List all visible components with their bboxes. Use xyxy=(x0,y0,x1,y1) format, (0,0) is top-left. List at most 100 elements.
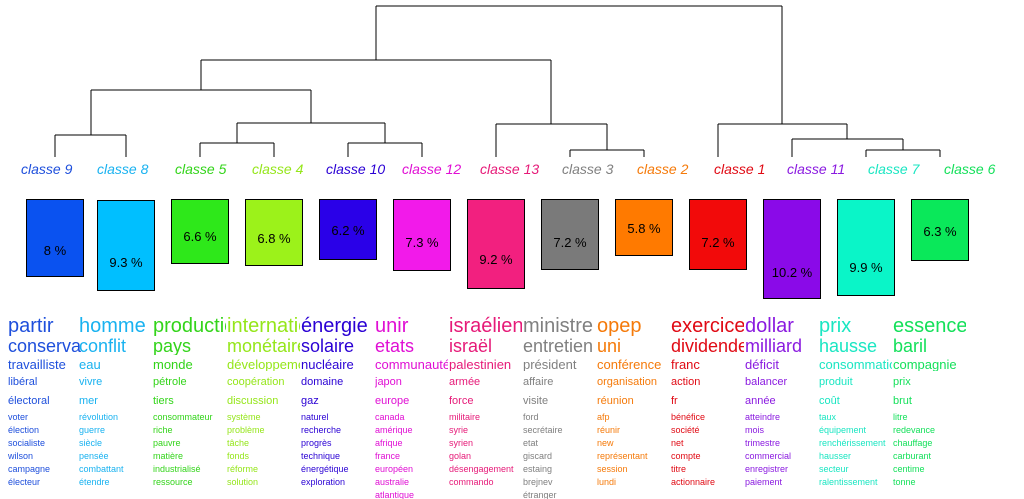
class-word: représentant xyxy=(597,452,648,461)
class-word: palestinien xyxy=(449,358,512,371)
class-word: israélien xyxy=(449,316,522,336)
class-label: classe 8 xyxy=(97,161,149,177)
class-word: etat xyxy=(523,439,539,448)
class-word-list: unir etats communauté japon europe canada amér… xyxy=(375,316,448,499)
class-word: technique xyxy=(301,452,341,461)
class-word: amérique xyxy=(375,426,413,435)
class-word-list: opep uni conférence organisation réunion afp r… xyxy=(597,316,670,499)
class-word: conflit xyxy=(79,337,127,355)
class-percent-label: 9.2 % xyxy=(479,252,513,267)
class-word: fonds xyxy=(227,452,250,461)
class-word: wilson xyxy=(8,452,34,461)
class-word: uni xyxy=(597,337,622,355)
class-word: européen xyxy=(375,465,414,474)
class-word: guerre xyxy=(79,426,106,435)
class-word: pays xyxy=(153,337,192,355)
class-percent-label: 9.3 % xyxy=(109,255,143,270)
class-label: classe 13 xyxy=(480,161,540,177)
class-word: campagne xyxy=(8,465,51,474)
class-word: équipement xyxy=(819,426,867,435)
class-word: etats xyxy=(375,337,415,355)
class-word: élection xyxy=(8,426,40,435)
class-label: classe 5 xyxy=(175,161,227,177)
class-word: partir xyxy=(8,316,54,336)
class-word: compte xyxy=(671,452,701,461)
class-word: discussion xyxy=(227,396,279,407)
class-word-list: partirconservateur travailliste libéral éle… xyxy=(8,316,81,499)
class-word: nucléaire xyxy=(301,358,354,371)
class-word: réforme xyxy=(227,465,259,474)
class-word: travailliste xyxy=(8,358,66,371)
class-word: balancer xyxy=(745,377,788,388)
class-word: actionnaire xyxy=(671,478,716,487)
class-word: année xyxy=(745,396,776,407)
class-word: entretien xyxy=(523,337,594,355)
class-word: voter xyxy=(8,413,29,422)
class-word: communauté xyxy=(375,358,448,371)
class-word: ressource xyxy=(153,478,193,487)
class-size-box xyxy=(97,200,155,291)
class-word: pétrole xyxy=(153,377,187,388)
class-word: opep xyxy=(597,316,642,336)
class-word: conférence xyxy=(597,358,662,371)
class-word: désengagement xyxy=(449,465,514,474)
class-word: exercice xyxy=(671,316,744,336)
class-size-box xyxy=(171,199,229,264)
dendrogram xyxy=(54,5,941,157)
class-word: france xyxy=(375,452,401,461)
class-word: énergie xyxy=(301,316,368,336)
class-word-list: exercice dividende franc action fr bénéfice so… xyxy=(671,316,744,499)
class-word: dollar xyxy=(745,316,794,336)
class-label: classe 10 xyxy=(326,161,386,177)
class-word-list: essence baril compagnie prix brut litre redeva… xyxy=(893,316,966,499)
class-word: syrie xyxy=(449,426,469,435)
class-word: problème xyxy=(227,426,265,435)
class-word: trimestre xyxy=(745,439,781,448)
class-word: secrétaire xyxy=(523,426,563,435)
class-word: système xyxy=(227,413,261,422)
class-word: commando xyxy=(449,478,494,487)
class-word: combattant xyxy=(79,465,124,474)
class-word: produit xyxy=(819,377,853,388)
class-word: pauvre xyxy=(153,439,181,448)
class-word: baril xyxy=(893,337,928,355)
class-percent-label: 7.2 % xyxy=(701,235,735,250)
class-word: force xyxy=(449,396,474,407)
class-word: commercial xyxy=(745,452,792,461)
class-label: classe 7 xyxy=(868,161,920,177)
class-word: visite xyxy=(523,396,549,407)
class-word: mer xyxy=(79,396,98,407)
class-word: atteindre xyxy=(745,413,781,422)
class-word: europe xyxy=(375,396,410,407)
class-word: énergétique xyxy=(301,465,349,474)
class-word: production xyxy=(153,316,226,336)
class-word: tiers xyxy=(153,396,174,407)
class-word: développement xyxy=(227,358,300,371)
class-label: classe 2 xyxy=(637,161,689,177)
class-word: réunion xyxy=(597,396,634,407)
class-word: ralentissement xyxy=(819,478,878,487)
class-word: consommation xyxy=(819,358,892,371)
class-word: eau xyxy=(79,358,101,371)
class-word: solution xyxy=(227,478,259,487)
class-word: compagnie xyxy=(893,358,957,371)
class-word: domaine xyxy=(301,377,344,388)
class-word: progrès xyxy=(301,439,332,448)
class-word: redevance xyxy=(893,426,936,435)
class-label: classe 1 xyxy=(714,161,766,177)
class-word: gaz xyxy=(301,396,319,407)
class-word: enregistrer xyxy=(745,465,789,474)
class-percent-label: 5.8 % xyxy=(627,221,661,236)
class-size-box xyxy=(319,199,377,260)
class-label: classe 6 xyxy=(944,161,996,177)
class-word: président xyxy=(523,358,577,371)
class-word: conservateur xyxy=(8,337,81,355)
class-word: recherche xyxy=(301,426,342,435)
class-word-list: énergie solaire nucléaire domaine gaz naturel… xyxy=(301,316,374,499)
class-word-list: productionpays monde pétrole tiers consommat… xyxy=(153,316,226,499)
class-word: taux xyxy=(819,413,837,422)
class-word: monétaire xyxy=(227,337,300,355)
class-size-box xyxy=(467,199,525,289)
